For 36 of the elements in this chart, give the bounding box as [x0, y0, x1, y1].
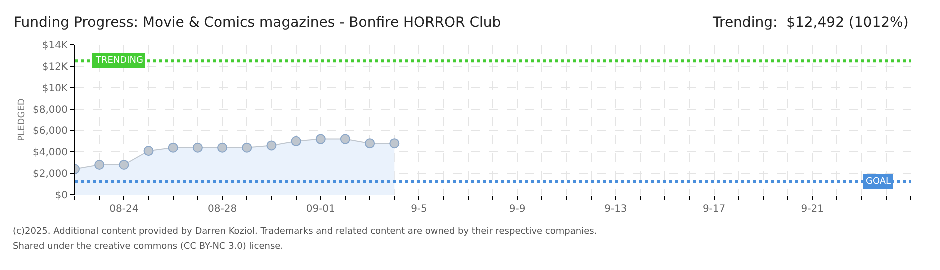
- point: [340, 134, 350, 144]
- y-tick-label: $10K: [42, 83, 68, 94]
- text: (c)2025. Additional content provided by Darren Koziol. Trademarks and related content are owned by their respective companies.: [13, 227, 598, 237]
- point: [316, 134, 326, 144]
- y-tick-label: $6,000: [33, 126, 68, 138]
- point: [119, 160, 130, 170]
- x-tick-label: 9-21: [801, 204, 824, 215]
- point: [144, 146, 154, 156]
- y-tick-label: $14K: [42, 40, 68, 52]
- ref-line-label: TRENDING: [95, 56, 144, 66]
- point: [390, 138, 400, 149]
- point: [291, 136, 302, 146]
- y-axis-title: PLEDGED: [17, 98, 28, 142]
- x-tick-label: 9-13: [604, 204, 628, 215]
- chart-title: Funding Progress: Movie & Comics magazines - Bonfire HORROR Club: [14, 15, 502, 31]
- y-tick-label: $2,000: [33, 169, 68, 180]
- chart-subtitle: Trending: $12,492 (1012%): [712, 15, 909, 31]
- point: [266, 140, 277, 151]
- x-tick-label: 08-24: [110, 204, 139, 215]
- y-tick-label: $8,000: [33, 104, 68, 116]
- y-tick-label: $0: [55, 190, 68, 202]
- x-tick-label: 9-5: [411, 204, 428, 215]
- ref-line-label: GOAL: [866, 177, 892, 187]
- point: [94, 160, 105, 170]
- point: [218, 142, 228, 153]
- y-tick-label: $4,000: [33, 148, 68, 159]
- x-tick-label: 08-28: [208, 204, 238, 215]
- text: Shared under the creative commons (CC BY-NC 3.0) license.: [13, 242, 284, 252]
- y-tick-label: $12K: [42, 62, 68, 73]
- point: [192, 142, 203, 153]
- x-tick-label: 9-9: [509, 204, 526, 215]
- point: [242, 142, 252, 153]
- point: [365, 138, 376, 149]
- x-tick-label: 09-01: [306, 204, 336, 215]
- x-tick-label: 9-17: [702, 204, 726, 215]
- point: [168, 142, 178, 153]
